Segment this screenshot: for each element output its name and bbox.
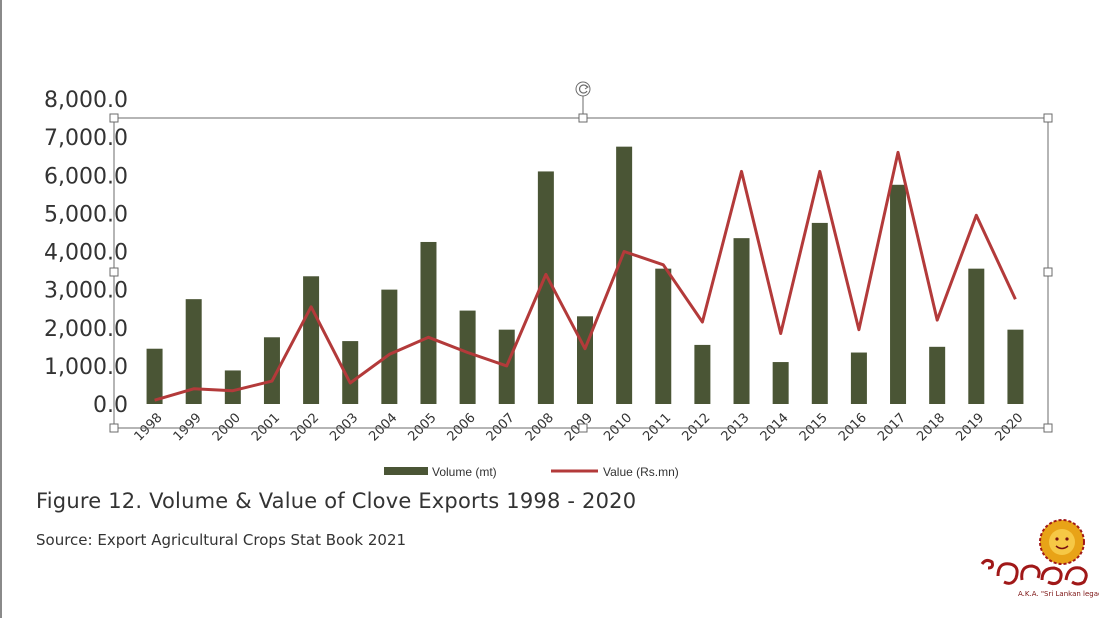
volume-bar-2002 <box>303 276 320 404</box>
y-tick-label: 6,000.0 <box>44 164 128 189</box>
x-tick-label: 2001 <box>249 410 283 444</box>
y-tick-label: 4,000.0 <box>44 241 128 266</box>
figure-caption: Figure 12. Volume & Value of Clove Expor… <box>36 489 637 513</box>
volume-bar-2004 <box>381 289 398 404</box>
volume-bar-2014 <box>772 362 789 404</box>
sinhala-script-mark <box>980 558 1088 586</box>
resize-handle-middle-left[interactable] <box>109 267 119 277</box>
y-tick-label: 2,000.0 <box>44 317 128 342</box>
volume-bar-1998 <box>146 348 163 404</box>
y-tick-label: 7,000.0 <box>44 126 128 151</box>
left-border-line <box>0 0 2 618</box>
volume-bar-2015 <box>811 222 828 404</box>
volume-bar-2003 <box>342 341 359 404</box>
source-note: Source: Export Agricultural Crops Stat B… <box>36 531 407 549</box>
volume-bar-2006 <box>459 310 476 404</box>
x-tick-label: 2017 <box>875 410 909 444</box>
volume-bar-2005 <box>420 241 437 404</box>
volume-bar-2008 <box>537 171 554 404</box>
legend-volume-label: Volume (mt) <box>432 465 497 479</box>
sri-lankan-legacy-logo <box>980 519 1088 586</box>
x-tick-label: 2020 <box>992 410 1026 444</box>
resize-handle-middle-right[interactable] <box>1043 267 1053 277</box>
x-tick-label: 2012 <box>679 410 713 444</box>
resize-handle-top-left[interactable] <box>109 113 119 123</box>
resize-handle-top-middle[interactable] <box>578 113 588 123</box>
x-tick-label: 2011 <box>640 410 674 444</box>
volume-bar-2009 <box>577 316 593 404</box>
x-tick-label: 2006 <box>445 410 479 444</box>
volume-bar-2001 <box>263 337 280 404</box>
resize-handle-bottom-middle[interactable] <box>578 423 588 433</box>
x-tick-label: 1999 <box>171 410 205 444</box>
volume-bar-2012 <box>694 344 711 404</box>
x-tick-label: 2010 <box>601 410 635 444</box>
x-tick-label: 2018 <box>914 410 948 444</box>
resize-handle-top-right[interactable] <box>1043 113 1053 123</box>
y-tick-label: 8,000.0 <box>44 88 128 113</box>
x-tick-label: 1998 <box>132 410 166 444</box>
volume-bar-2010 <box>616 146 633 404</box>
x-tick-label: 2002 <box>288 410 322 444</box>
x-tick-label: 2013 <box>719 410 753 444</box>
volume-bar-1999 <box>185 299 202 404</box>
value-line <box>154 150 1017 402</box>
x-tick-label: 2003 <box>327 410 361 444</box>
y-tick-label: 1,000.0 <box>44 355 128 380</box>
volume-bar-2016 <box>850 352 867 404</box>
resize-handle-bottom-left[interactable] <box>109 423 119 433</box>
volume-bars <box>146 146 1024 404</box>
x-tick-label: 2007 <box>484 410 518 444</box>
volume-bar-2020 <box>1007 329 1024 404</box>
y-tick-label: 5,000.0 <box>44 202 128 227</box>
volume-bar-2018 <box>929 346 946 404</box>
legend-volume-swatch <box>384 467 428 475</box>
x-tick-label: 2005 <box>406 410 440 444</box>
logo-caption: A.K.A. "Sri Lankan legacy" <box>1018 590 1099 598</box>
x-tick-label: 2014 <box>758 410 792 444</box>
x-tick-label: 2015 <box>797 410 831 444</box>
x-tick-label: 2008 <box>523 410 557 444</box>
volume-bar-2019 <box>968 268 985 404</box>
x-tick-label: 2000 <box>210 410 244 444</box>
volume-bar-2011 <box>655 268 672 404</box>
x-tick-label: 2016 <box>836 410 870 444</box>
rotate-handle-icon[interactable] <box>575 81 591 97</box>
selection-frame[interactable] <box>109 81 1053 433</box>
sun-emblem-icon <box>1039 519 1085 565</box>
volume-bar-2013 <box>733 238 750 404</box>
y-tick-label: 0.0 <box>93 393 128 418</box>
legend-value-label: Value (Rs.mn) <box>603 465 679 479</box>
y-axis-ticks: 0.0 1,000.0 2,000.0 3,000.0 4,000.0 5,000.0 6,… <box>44 88 128 418</box>
chart-legend: Volume (mt) Value (Rs.mn) <box>384 465 679 479</box>
y-tick-label: 3,000.0 <box>44 279 128 304</box>
resize-handle-bottom-right[interactable] <box>1043 423 1053 433</box>
volume-bar-2017 <box>890 184 907 404</box>
x-tick-label: 2019 <box>953 410 987 444</box>
x-tick-label: 2004 <box>366 410 400 444</box>
volume-bar-2000 <box>224 370 241 404</box>
